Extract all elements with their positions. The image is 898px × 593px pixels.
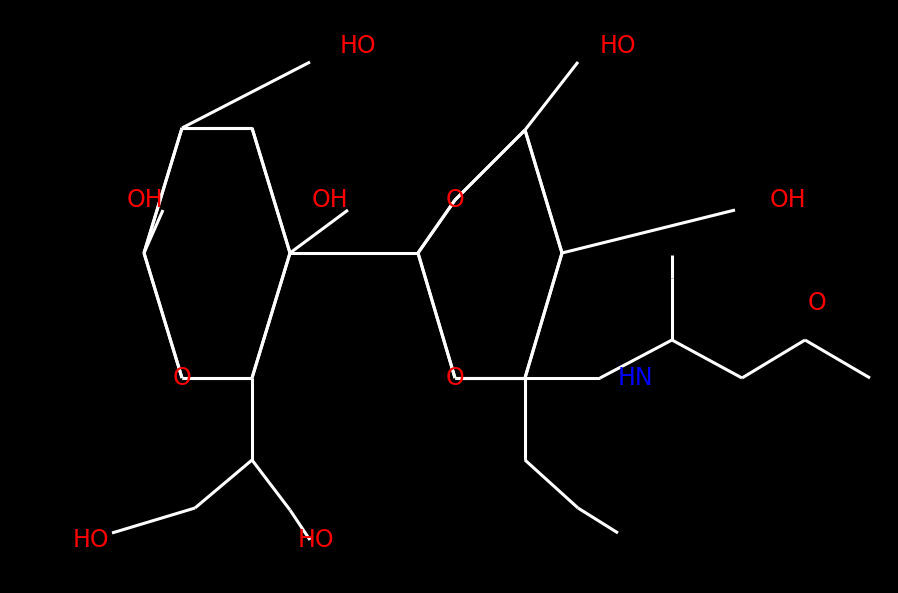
Text: HN: HN [618, 366, 654, 390]
Text: O: O [445, 188, 464, 212]
Text: OH: OH [127, 188, 163, 212]
Text: OH: OH [312, 188, 348, 212]
Text: HO: HO [340, 34, 376, 58]
Text: HO: HO [298, 528, 335, 552]
Text: O: O [445, 366, 464, 390]
Text: OH: OH [770, 188, 806, 212]
Text: HO: HO [73, 528, 110, 552]
Text: HO: HO [600, 34, 637, 58]
Text: O: O [808, 291, 827, 315]
Text: O: O [172, 366, 191, 390]
